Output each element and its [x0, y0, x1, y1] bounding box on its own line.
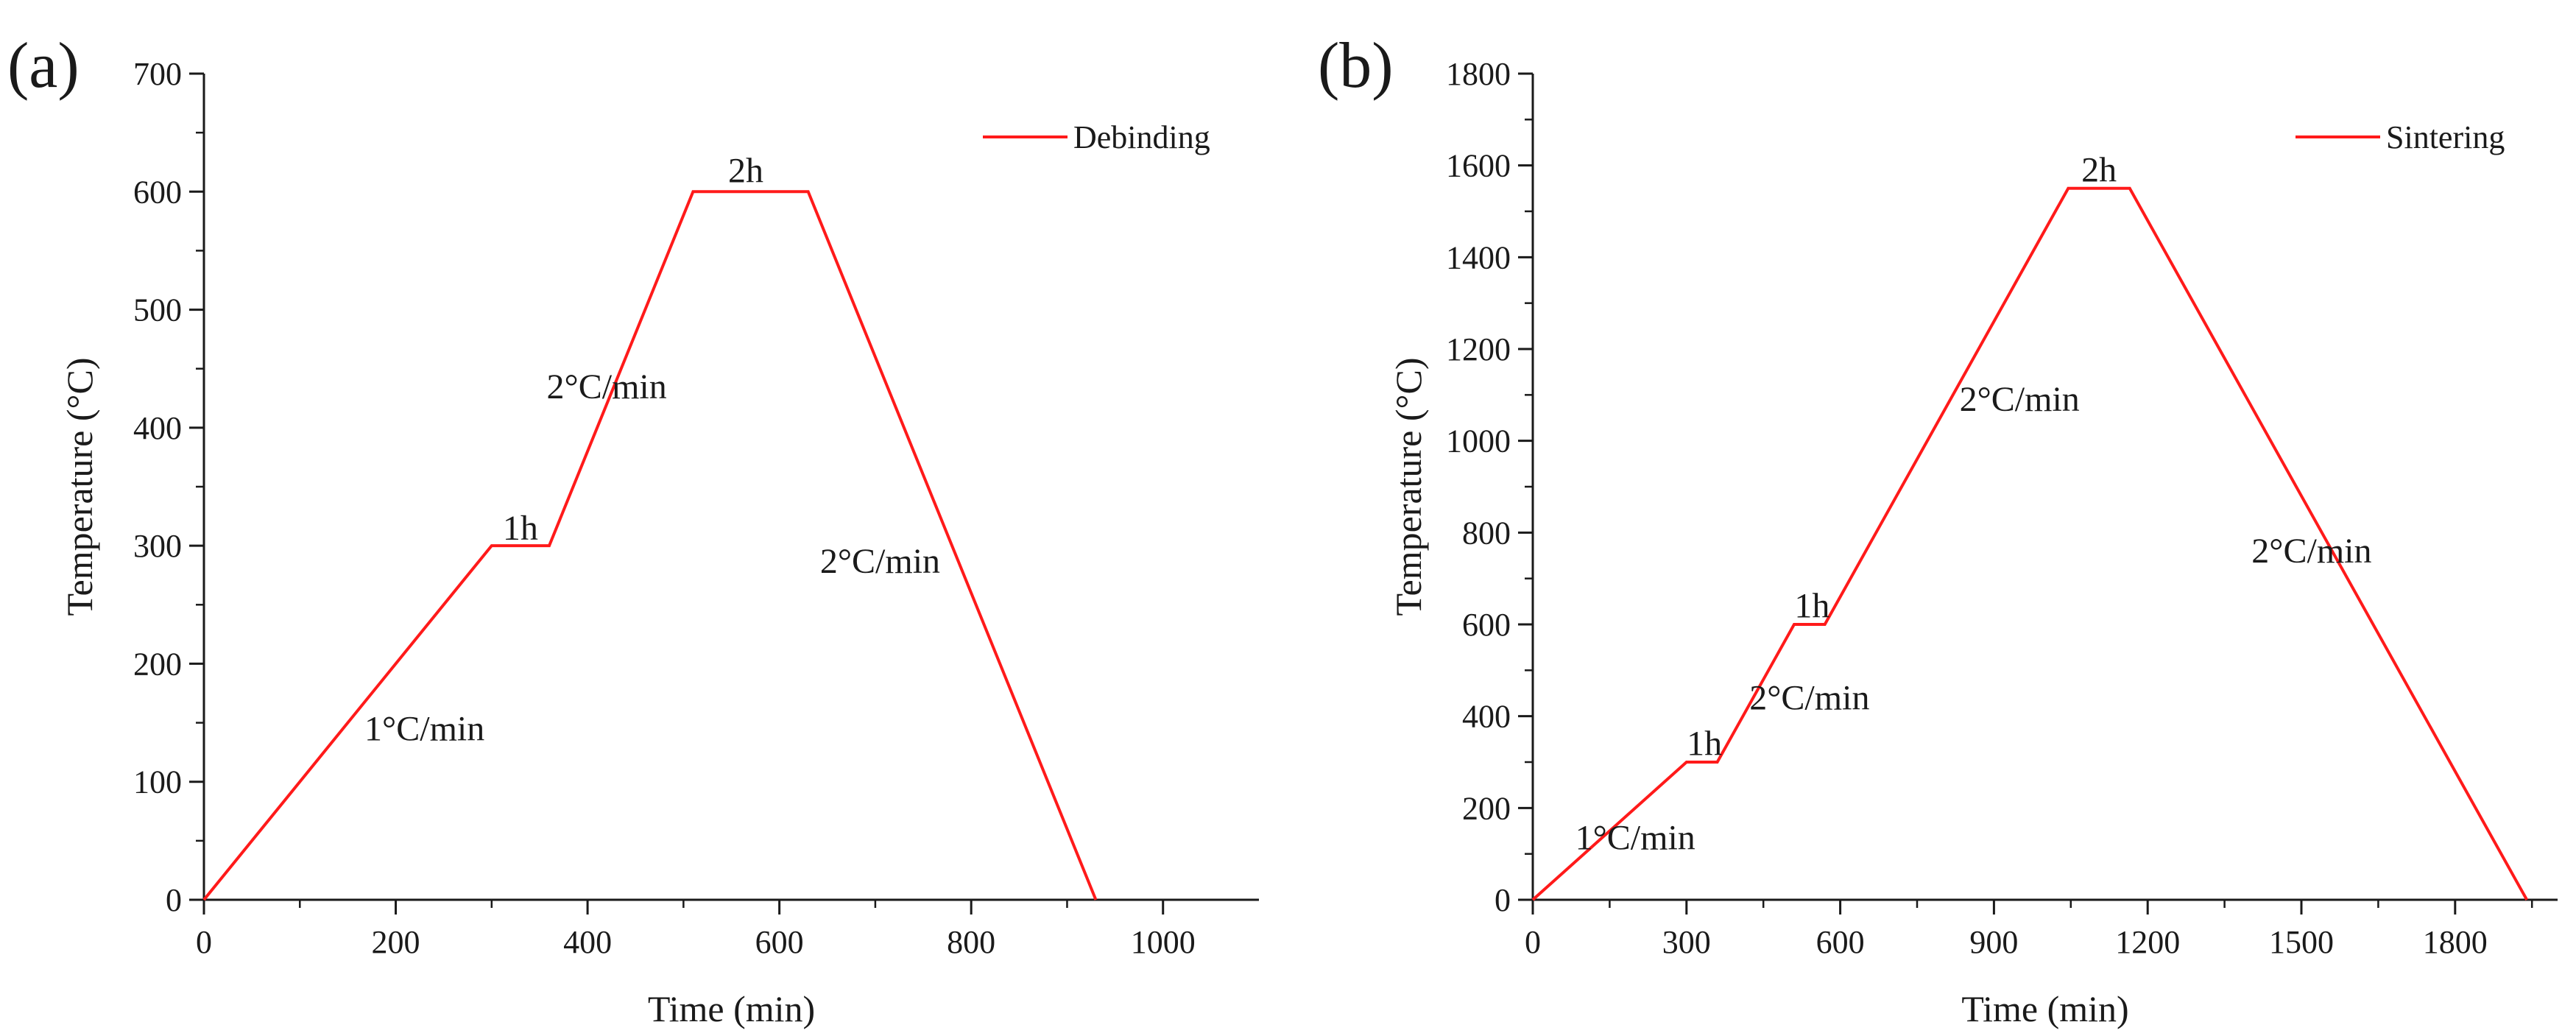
annotation-label: 2h: [728, 151, 763, 190]
legend-label: Sintering: [2386, 119, 2505, 155]
annotation-label: 1h: [1794, 587, 1829, 626]
x-tick-label: 600: [755, 924, 804, 960]
x-tick-label: 800: [947, 924, 995, 960]
chart-panel-a: 0 200 400 600 800 1000 0 100 200 300 400 500 600 700 T…: [7, 30, 1259, 1029]
y-tick-label: 300: [133, 528, 182, 564]
annotation-label: 2h: [2081, 150, 2117, 189]
y-tick-label: 0: [166, 882, 182, 918]
y-tick-label: 600: [133, 174, 182, 210]
y-tick-label: 800: [1462, 515, 1511, 551]
x-tick-label: 1800: [2423, 924, 2488, 960]
annotation-label: 1h: [503, 509, 538, 548]
legend-label: Debinding: [1073, 119, 1210, 155]
y-tick-label: 200: [1462, 790, 1511, 826]
y-tick-label: 100: [133, 764, 182, 800]
x-tick-label: 900: [1969, 924, 2018, 960]
x-axis-title: Time (min): [648, 988, 815, 1029]
y-tick-label: 700: [133, 56, 182, 92]
x-tick-label: 1500: [2269, 924, 2334, 960]
x-tick-label: 200: [372, 924, 420, 960]
annotation-label: 1h: [1687, 725, 1722, 764]
x-tick-label: 1000: [1131, 924, 1196, 960]
x-tick-label: 300: [1662, 924, 1711, 960]
annotation-label: 2°C/min: [1749, 678, 1869, 717]
panel-label: (b): [1318, 30, 1394, 102]
chart-panel-b: 0 300 600 900 1200 1500 1800 0 200 400 600 800 1000 1…: [1318, 30, 2558, 1029]
x-axis-title: Time (min): [1961, 988, 2128, 1029]
y-tick-label: 200: [133, 646, 182, 682]
series-line-debinding: [202, 190, 1098, 901]
annotation-label: 2°C/min: [1960, 380, 2080, 419]
y-axis-title: Temperature (°C): [1388, 357, 1429, 616]
annotation-label: 1°C/min: [1575, 818, 1695, 857]
y-tick-label: 1600: [1446, 148, 1511, 184]
y-tick-label: 1800: [1446, 56, 1511, 92]
annotation-label: 1°C/min: [364, 710, 484, 749]
series-line-sintering: [1531, 186, 2528, 901]
x-tick-label: 600: [1816, 924, 1865, 960]
y-tick-label: 500: [133, 292, 182, 328]
annotation-label: 2°C/min: [820, 542, 940, 581]
x-tick-label: 1200: [2115, 924, 2180, 960]
y-tick-label: 0: [1495, 882, 1511, 918]
y-tick-label: 1000: [1446, 423, 1511, 459]
x-tick-label: 0: [196, 924, 212, 960]
panel-label: (a): [7, 30, 80, 102]
y-tick-label: 1200: [1446, 331, 1511, 367]
x-tick-label: 400: [563, 924, 612, 960]
annotation-label: 2°C/min: [2251, 532, 2371, 571]
x-tick-label: 0: [1525, 924, 1541, 960]
y-axis-title: Temperature (°C): [59, 357, 100, 616]
annotation-label: 2°C/min: [547, 367, 667, 406]
y-tick-label: 600: [1462, 607, 1511, 643]
y-tick-label: 1400: [1446, 239, 1511, 275]
y-tick-label: 400: [133, 410, 182, 446]
y-tick-label: 400: [1462, 699, 1511, 735]
